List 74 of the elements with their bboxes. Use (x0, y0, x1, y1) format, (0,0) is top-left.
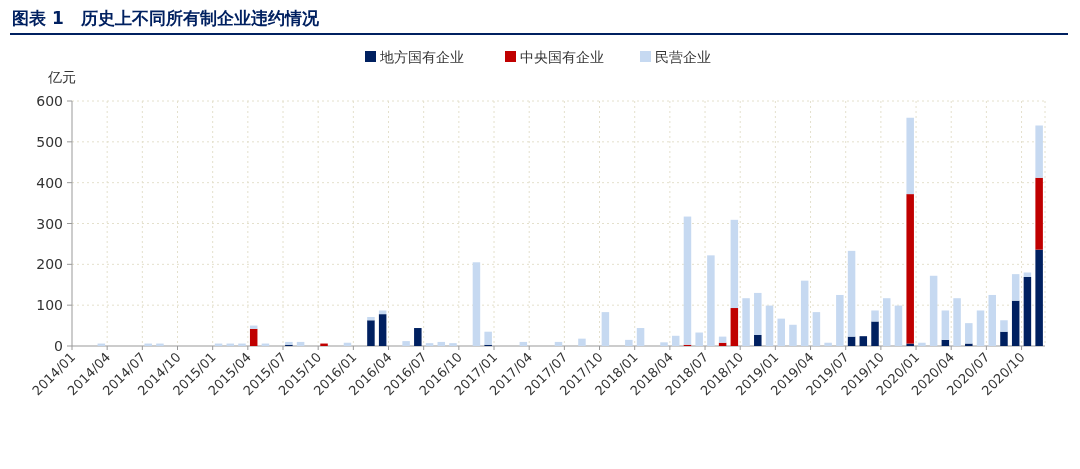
y-tick-label: 400 (36, 174, 63, 191)
bar (554, 341, 563, 346)
bar (1011, 274, 1020, 301)
bar (1000, 331, 1008, 346)
bar (824, 342, 832, 346)
bar (625, 339, 633, 346)
bar (718, 336, 727, 343)
bar (894, 305, 903, 346)
bar (754, 334, 762, 346)
bar (367, 320, 375, 346)
bar (472, 262, 481, 346)
bar (929, 275, 938, 346)
bar (707, 255, 715, 346)
bar (636, 328, 645, 346)
y-tick-label: 300 (36, 215, 63, 232)
bar (976, 310, 985, 346)
bar (695, 332, 703, 346)
bar (1035, 125, 1043, 178)
bar (484, 331, 492, 345)
bar (836, 294, 844, 346)
bar (425, 343, 434, 346)
y-tick-label: 600 (36, 93, 63, 109)
bar (730, 308, 739, 346)
bar (871, 321, 879, 346)
bar (296, 341, 305, 346)
bar (847, 250, 856, 337)
bar (789, 324, 797, 346)
bar (754, 292, 762, 335)
bar (414, 328, 422, 346)
bar (906, 117, 914, 195)
y-axis-title: 亿元 (47, 69, 76, 85)
bar (800, 280, 809, 346)
bar (941, 339, 950, 346)
bar (918, 342, 926, 346)
bar (742, 298, 750, 346)
legend-label: 民营企业 (655, 49, 711, 65)
chart-title: 图表 1 历史上不同所有制企业违约情况 (12, 8, 320, 28)
legend-label: 中央国有企业 (520, 49, 604, 65)
legend-label: 地方国有企业 (379, 49, 464, 65)
bar (1011, 300, 1020, 346)
y-tick-label: 0 (54, 338, 63, 354)
bar (1000, 320, 1008, 332)
bar (882, 298, 891, 346)
bar (1023, 276, 1032, 346)
bar (847, 336, 856, 346)
bar (378, 314, 387, 346)
bar (812, 312, 821, 346)
bar (578, 338, 586, 346)
bar (730, 219, 739, 309)
bar (671, 335, 680, 346)
bar (871, 310, 879, 322)
bar (449, 343, 457, 346)
bar (988, 294, 996, 346)
bar (1035, 177, 1043, 250)
y-tick-label: 500 (36, 133, 63, 150)
bar (660, 342, 668, 346)
bar (777, 318, 785, 346)
bar (859, 336, 868, 346)
bar (765, 305, 774, 346)
y-tick-label: 200 (36, 256, 63, 273)
bar (906, 194, 914, 344)
bar (601, 312, 610, 346)
bar (402, 341, 410, 346)
bar (965, 323, 973, 344)
bar (378, 310, 387, 315)
bar (941, 310, 950, 340)
y-tick-label: 100 (36, 297, 63, 314)
bar (683, 216, 692, 345)
bar (437, 341, 446, 346)
bar (367, 317, 375, 321)
bar (953, 298, 961, 346)
bar (249, 328, 258, 346)
bar (519, 341, 528, 346)
bar (1035, 249, 1043, 346)
